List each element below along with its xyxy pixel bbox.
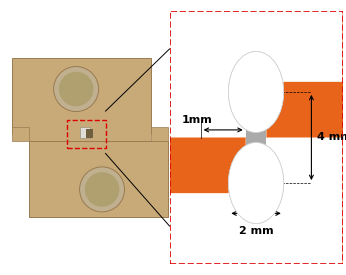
Circle shape [228,142,284,224]
Circle shape [85,172,119,207]
Circle shape [54,67,99,112]
Bar [80,127,90,138]
Text: 1mm: 1mm [182,115,212,125]
FancyBboxPatch shape [12,58,151,134]
Bar [246,92,266,183]
Circle shape [80,167,125,212]
FancyBboxPatch shape [29,141,168,217]
Circle shape [228,142,284,224]
Polygon shape [170,138,343,264]
Polygon shape [170,11,343,138]
Circle shape [59,72,93,106]
Text: 4 mm: 4 mm [317,133,346,142]
Bar [12,127,29,141]
Bar [29,127,151,141]
Circle shape [228,51,284,133]
Bar [246,92,266,183]
Circle shape [228,51,284,133]
Text: 2 mm: 2 mm [239,226,273,236]
Bar [67,120,106,148]
Bar [86,129,93,138]
Bar [151,127,168,141]
